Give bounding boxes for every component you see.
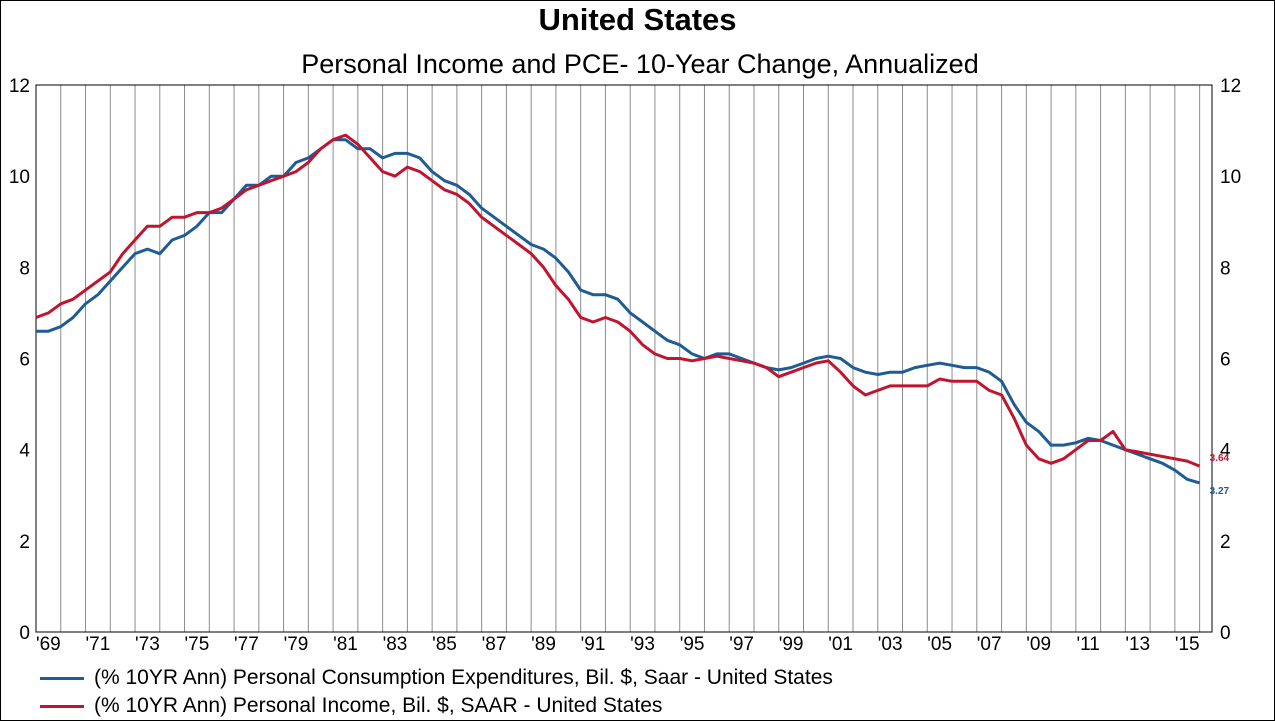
chart-subtitle: Personal Income and PCE- 10-Year Change,… (301, 49, 979, 79)
y-tick-label-left: 2 (19, 532, 30, 553)
y-tick-label-left: 10 (9, 167, 30, 188)
x-tick-label: '79 (284, 634, 309, 655)
y-tick-label-left: 8 (19, 258, 30, 279)
x-tick-label: '89 (531, 634, 556, 655)
y-tick-label-right: 0 (1220, 623, 1231, 644)
end-value-label-pce: 3.27 (1210, 486, 1230, 497)
x-tick-label: '95 (680, 634, 705, 655)
x-tick-label: '01 (828, 634, 853, 655)
legend: (% 10YR Ann) Personal Consumption Expend… (40, 664, 833, 720)
y-tick-label-right: 6 (1220, 350, 1231, 371)
x-tick-label: '87 (482, 634, 507, 655)
x-tick-label: '85 (432, 634, 457, 655)
x-tick-label: '97 (729, 634, 754, 655)
x-tick-label: '07 (977, 634, 1002, 655)
chart-title: United States (538, 2, 737, 37)
legend-swatch-income (40, 704, 84, 708)
x-tick-label: '71 (86, 634, 111, 655)
y-tick-label-right: 8 (1220, 258, 1231, 279)
x-tick-label: '03 (878, 634, 903, 655)
x-tick-label: '91 (581, 634, 606, 655)
y-tick-label-right: 10 (1220, 167, 1241, 188)
x-tick-label: '93 (630, 634, 655, 655)
x-tick-label: '81 (333, 634, 358, 655)
y-tick-label-right: 2 (1220, 532, 1231, 553)
y-tick-label-right: 12 (1220, 76, 1241, 97)
x-tick-label: '11 (1077, 634, 1100, 655)
x-tick-label: '09 (1026, 634, 1051, 655)
y-tick-label-left: 6 (19, 350, 30, 371)
legend-label-income: (% 10YR Ann) Personal Income, Bil. $, SA… (94, 694, 663, 717)
x-tick-label: '75 (185, 634, 210, 655)
x-tick-label: '05 (927, 634, 952, 655)
legend-item-pce: (% 10YR Ann) Personal Consumption Expend… (40, 664, 833, 692)
x-tick-label: '99 (779, 634, 804, 655)
legend-item-income: (% 10YR Ann) Personal Income, Bil. $, SA… (40, 692, 833, 720)
x-tick-label: '77 (234, 634, 259, 655)
y-tick-label-left: 0 (19, 623, 30, 644)
y-tick-label-left: 12 (9, 76, 30, 97)
legend-swatch-pce (40, 676, 84, 680)
y-tick-label-left: 4 (19, 441, 30, 462)
x-tick-label: '83 (383, 634, 408, 655)
end-value-label-income: 3.64 (1210, 453, 1230, 464)
series-line-pce (36, 138, 1201, 485)
plot-area (35, 84, 1213, 633)
x-tick-label: '13 (1125, 634, 1150, 655)
x-tick-label: '69 (36, 634, 61, 655)
x-tick-label: '15 (1175, 634, 1200, 655)
series-line-income (35, 133, 1201, 468)
y-tick-label-right: 4 (1220, 441, 1231, 462)
legend-label-pce: (% 10YR Ann) Personal Consumption Expend… (94, 666, 833, 689)
x-tick-label: '73 (135, 634, 160, 655)
